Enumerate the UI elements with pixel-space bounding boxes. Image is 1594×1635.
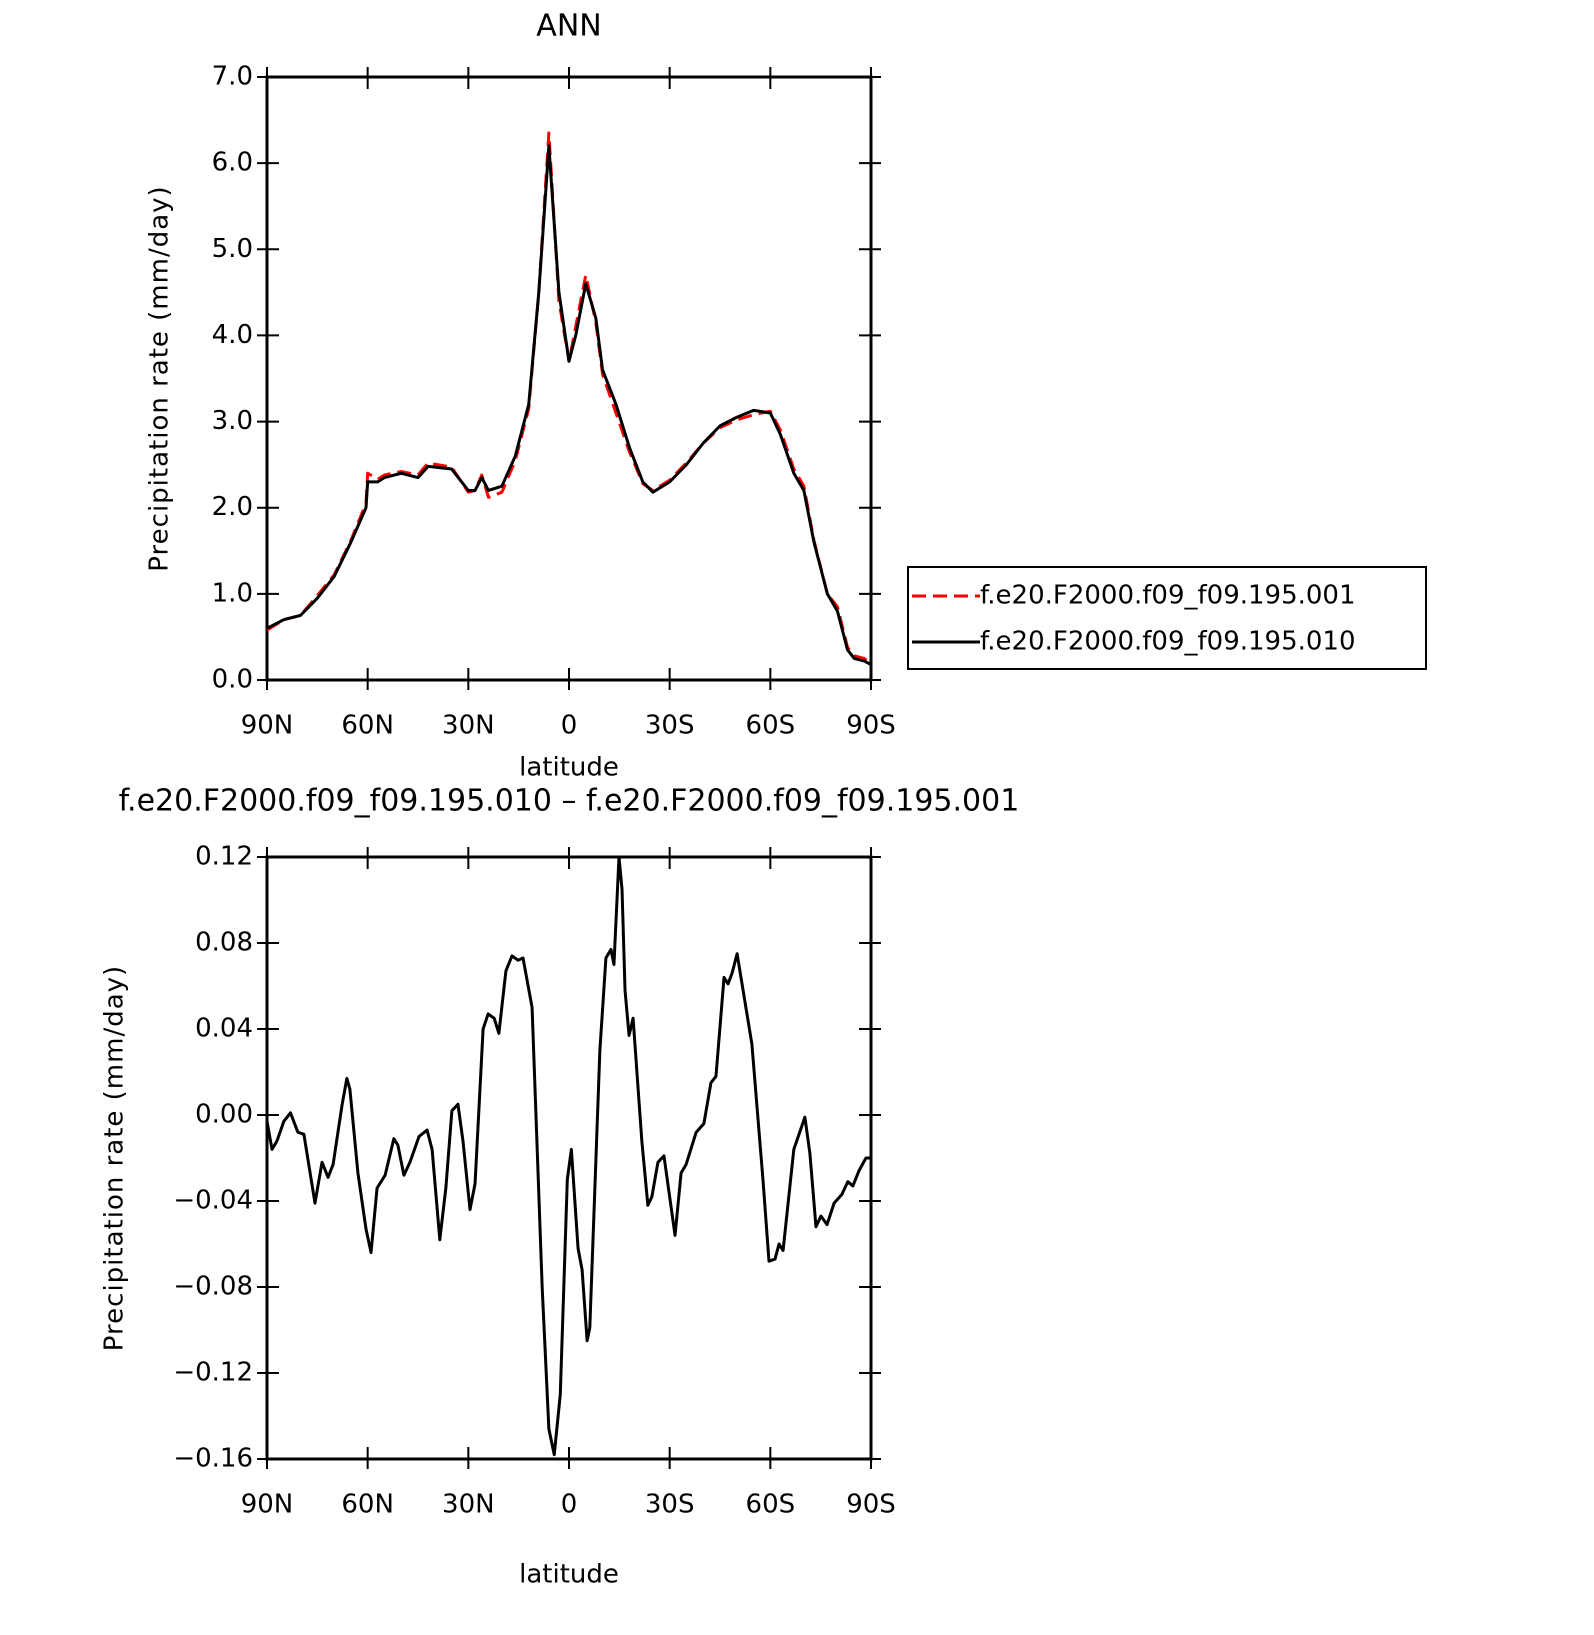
legend-label: f.e20.F2000.f09_f09.195.010 bbox=[980, 627, 1356, 657]
y-tick-label: 0.0 bbox=[212, 665, 253, 695]
y-tick-label: 0.12 bbox=[195, 842, 253, 872]
y-tick-label: 7.0 bbox=[212, 62, 253, 92]
y-tick-label: 0.04 bbox=[195, 1014, 253, 1044]
y-tick-label: 5.0 bbox=[212, 234, 253, 264]
x-tick-label: 30S bbox=[645, 711, 695, 741]
x-tick-label: 60S bbox=[746, 711, 796, 741]
x-tick-label: 0 bbox=[561, 1490, 578, 1520]
y-tick-label: −0.04 bbox=[173, 1186, 253, 1216]
x-tick-label: 90N bbox=[241, 711, 294, 741]
y-tick-label: 1.0 bbox=[212, 578, 253, 608]
y-tick-label: 3.0 bbox=[212, 406, 253, 436]
x-tick-label: 30N bbox=[442, 711, 495, 741]
data-line bbox=[266, 144, 872, 666]
x-tick-label: 0 bbox=[561, 711, 578, 741]
y-tick-label: −0.12 bbox=[173, 1358, 253, 1388]
x-tick-label: 90S bbox=[846, 711, 896, 741]
y-tick-label: 0.08 bbox=[195, 928, 253, 958]
y-tick-label: 0.00 bbox=[195, 1100, 253, 1130]
y-axis-label: Precipitation rate (mm/day) bbox=[100, 965, 130, 1351]
x-axis-label: latitude bbox=[519, 1560, 619, 1590]
y-tick-label: −0.08 bbox=[173, 1272, 253, 1302]
y-tick-label: −0.16 bbox=[173, 1444, 253, 1474]
chart-title: f.e20.F2000.f09_f09.195.010 – f.e20.F200… bbox=[119, 784, 1020, 819]
x-tick-label: 60N bbox=[341, 1490, 394, 1520]
y-axis-label: Precipitation rate (mm/day) bbox=[145, 185, 175, 571]
x-tick-label: 60S bbox=[746, 1490, 796, 1520]
legend-box bbox=[907, 566, 1427, 670]
data-line bbox=[266, 131, 873, 666]
x-tick-label: 90S bbox=[846, 1490, 896, 1520]
x-tick-label: 60N bbox=[341, 711, 394, 741]
y-tick-label: 6.0 bbox=[212, 148, 253, 178]
x-tick-label: 30S bbox=[645, 1490, 695, 1520]
chart-title: ANN bbox=[536, 9, 601, 44]
data-line bbox=[265, 855, 871, 1457]
x-tick-label: 90N bbox=[241, 1490, 294, 1520]
plot-frame bbox=[265, 75, 873, 682]
y-tick-label: 4.0 bbox=[212, 320, 253, 350]
x-axis-label: latitude bbox=[519, 753, 619, 783]
y-tick-label: 2.0 bbox=[212, 492, 253, 522]
legend-label: f.e20.F2000.f09_f09.195.001 bbox=[980, 581, 1356, 611]
x-tick-label: 30N bbox=[442, 1490, 495, 1520]
